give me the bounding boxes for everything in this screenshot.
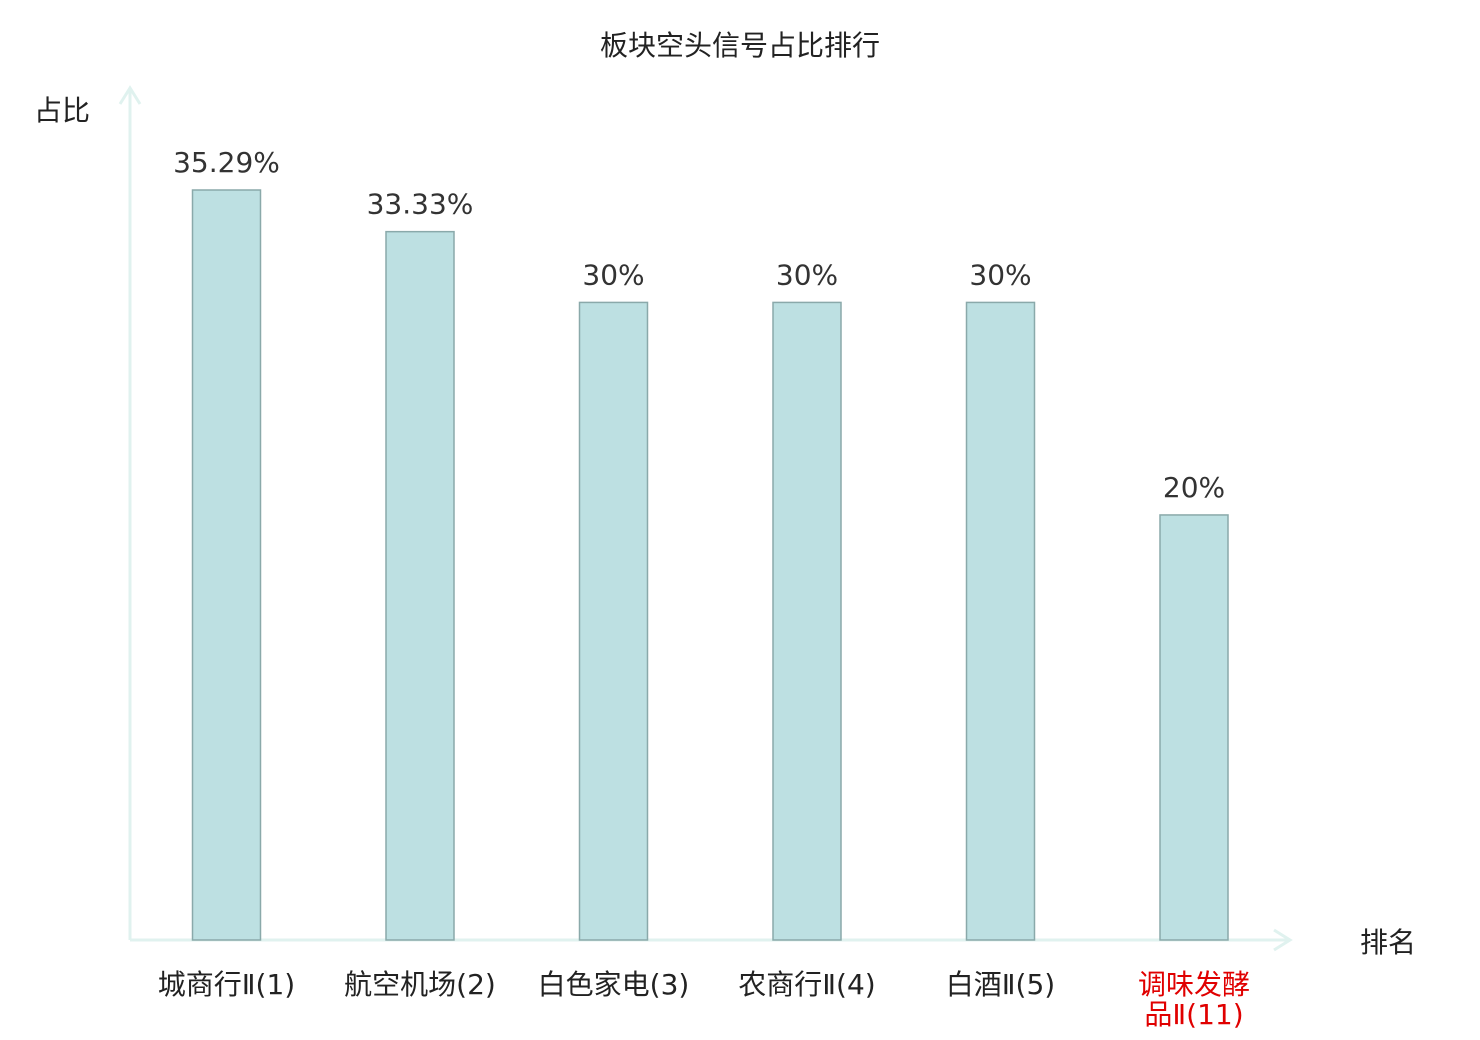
bar-value-label: 30% [776, 258, 838, 291]
bar [772, 301, 842, 941]
bar-value-label: 30% [969, 258, 1031, 291]
bar-value-label: 30% [582, 258, 644, 291]
bar-value-label: 35.29% [173, 146, 280, 179]
x-tick-label: 城商行Ⅱ(1) [158, 968, 295, 1001]
x-tick-label: 航空机场(2) [344, 968, 496, 1001]
x-tick-label-highlighted: 调味发酵品Ⅱ(11) [1138, 968, 1250, 1031]
bars [191, 189, 1229, 941]
bar [385, 230, 455, 941]
category-labels: 城商行Ⅱ(1) 航空机场(2) 白色家电(3) 农商行Ⅱ(4) 白酒Ⅱ(5) 调味发酵品Ⅱ… [158, 968, 1250, 1031]
x-axis-arrow-icon [1273, 928, 1293, 952]
x-axis-label: 排名 [1360, 926, 1416, 959]
bar-value-label: 33.33% [367, 188, 474, 221]
bar [191, 189, 262, 941]
bar [578, 301, 649, 941]
y-axis-label: 占比 [34, 94, 90, 127]
bar [965, 301, 1036, 941]
axes [118, 85, 1293, 952]
bar-value-label: 20% [1163, 471, 1225, 504]
y-axis-arrow-icon [118, 85, 142, 105]
bar [1159, 514, 1229, 941]
x-tick-label: 农商行Ⅱ(4) [738, 968, 875, 1001]
chart-title: 板块空头信号占比排行 [599, 29, 880, 62]
value-labels: 35.29% 33.33% 30% 30% 30% 20% [173, 146, 1225, 504]
x-tick-label: 白酒Ⅱ(5) [946, 968, 1055, 1001]
x-tick-label: 白色家电(3) [538, 968, 690, 1001]
